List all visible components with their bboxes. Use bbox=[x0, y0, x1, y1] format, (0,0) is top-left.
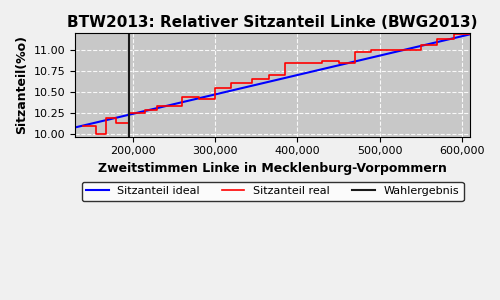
Sitzanteil real bbox=[212, 86, 218, 89]
Sitzanteil real bbox=[104, 116, 110, 120]
Sitzanteil real bbox=[92, 124, 98, 128]
Sitzanteil real bbox=[434, 44, 440, 47]
Sitzanteil ideal bbox=[308, 70, 314, 74]
Sitzanteil real bbox=[319, 60, 325, 63]
Sitzanteil real bbox=[196, 95, 202, 99]
Sitzanteil real bbox=[402, 48, 407, 51]
Sitzanteil real bbox=[249, 77, 255, 81]
X-axis label: Zweitstimmen Linke in Mecklenburg-Vorpommern: Zweitstimmen Linke in Mecklenburg-Vorpom… bbox=[98, 162, 447, 175]
Sitzanteil real bbox=[319, 61, 325, 65]
Sitzanteil real bbox=[352, 61, 358, 65]
Sitzanteil real bbox=[104, 132, 110, 136]
Sitzanteil real bbox=[154, 108, 160, 112]
Sitzanteil real bbox=[113, 122, 119, 125]
Sitzanteil real bbox=[352, 50, 358, 54]
Sitzanteil ideal bbox=[260, 81, 266, 85]
Sitzanteil real bbox=[385, 48, 391, 51]
Sitzanteil real bbox=[466, 32, 471, 36]
Sitzanteil ideal bbox=[262, 81, 268, 84]
Sitzanteil real bbox=[385, 48, 391, 51]
Sitzanteil real bbox=[142, 111, 148, 115]
Sitzanteil real bbox=[249, 82, 255, 85]
Line: Sitzanteil real: Sitzanteil real bbox=[84, 34, 468, 134]
Sitzanteil real bbox=[228, 86, 234, 89]
Sitzanteil real bbox=[451, 32, 457, 36]
Sitzanteil ideal bbox=[286, 75, 292, 79]
Sitzanteil ideal bbox=[72, 126, 78, 129]
Sitzanteil real bbox=[92, 132, 98, 136]
Sitzanteil real bbox=[451, 38, 457, 41]
Sitzanteil real bbox=[196, 97, 202, 101]
Sitzanteil real bbox=[228, 82, 234, 85]
Sitzanteil real bbox=[154, 104, 160, 108]
Sitzanteil real bbox=[113, 116, 119, 120]
Sitzanteil real bbox=[142, 108, 148, 112]
Sitzanteil real bbox=[434, 38, 440, 41]
Sitzanteil real bbox=[212, 97, 218, 101]
Sitzanteil ideal bbox=[396, 49, 402, 53]
Sitzanteil real bbox=[306, 61, 312, 65]
Sitzanteil real bbox=[368, 48, 374, 51]
Y-axis label: Sitzanteil(%o): Sitzanteil(%o) bbox=[15, 35, 28, 134]
Sitzanteil real bbox=[418, 48, 424, 51]
Sitzanteil real bbox=[179, 95, 185, 99]
Title: BTW2013: Relativer Sitzanteil Linke (BWG2013): BTW2013: Relativer Sitzanteil Linke (BWG… bbox=[68, 15, 478, 30]
Sitzanteil real bbox=[306, 61, 312, 65]
Sitzanteil real bbox=[418, 44, 424, 47]
Sitzanteil real bbox=[126, 111, 132, 115]
Legend: Sitzanteil ideal, Sitzanteil real, Wahlergebnis: Sitzanteil ideal, Sitzanteil real, Wahle… bbox=[82, 182, 464, 201]
Sitzanteil real bbox=[266, 77, 272, 81]
Line: Sitzanteil ideal: Sitzanteil ideal bbox=[75, 34, 470, 128]
Sitzanteil real bbox=[368, 50, 374, 54]
Sitzanteil real bbox=[402, 48, 407, 51]
Sitzanteil real bbox=[282, 61, 288, 65]
Sitzanteil real bbox=[179, 104, 185, 108]
Sitzanteil real bbox=[282, 73, 288, 77]
Sitzanteil real bbox=[336, 61, 342, 65]
Sitzanteil real bbox=[126, 122, 132, 125]
Sitzanteil real bbox=[266, 73, 272, 77]
Sitzanteil real bbox=[336, 60, 342, 63]
Sitzanteil real bbox=[80, 124, 86, 128]
Sitzanteil ideal bbox=[468, 32, 473, 36]
Sitzanteil ideal bbox=[458, 35, 464, 38]
